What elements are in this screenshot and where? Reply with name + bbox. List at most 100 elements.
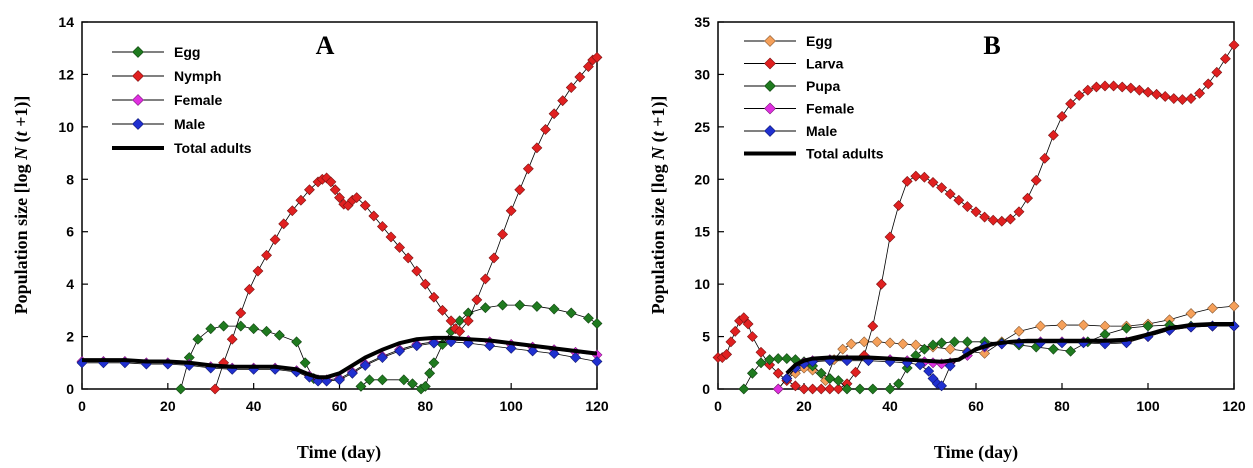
data-point xyxy=(742,318,754,330)
data-point xyxy=(428,337,440,349)
data-point xyxy=(1202,78,1214,90)
data-point xyxy=(329,184,341,196)
y-tick-label: 8 xyxy=(66,171,74,187)
data-point xyxy=(944,343,956,355)
legend-label: Pupa xyxy=(806,78,840,94)
data-point xyxy=(936,337,948,349)
data-point xyxy=(424,367,436,379)
data-point xyxy=(854,383,866,395)
data-point xyxy=(1185,93,1197,104)
x-tick-label: 20 xyxy=(160,398,176,414)
x-tick-label: 60 xyxy=(332,398,348,414)
x-tick-label: 0 xyxy=(78,398,86,414)
data-point xyxy=(936,380,948,392)
legend-marker xyxy=(764,57,776,70)
legend-label: Male xyxy=(806,123,837,139)
data-point xyxy=(979,347,991,359)
data-point xyxy=(205,323,217,335)
legend-label: Total adults xyxy=(174,140,252,156)
data-point xyxy=(867,320,879,332)
panel-letter: B xyxy=(983,31,1000,60)
data-point xyxy=(1073,89,1085,101)
data-point xyxy=(725,336,737,348)
data-point xyxy=(1065,345,1077,357)
x-tick-label: 0 xyxy=(714,398,722,414)
data-point xyxy=(226,333,238,345)
y-tick-label: 25 xyxy=(694,119,710,135)
data-point xyxy=(286,205,298,217)
data-point xyxy=(591,356,603,367)
data-point xyxy=(1133,84,1145,96)
data-point xyxy=(484,340,496,352)
data-point xyxy=(1022,192,1034,204)
data-point xyxy=(832,375,844,387)
series-larva xyxy=(712,39,1240,395)
data-point xyxy=(1125,82,1137,94)
data-point xyxy=(411,340,423,352)
data-point xyxy=(574,71,586,83)
data-point xyxy=(295,194,307,206)
legend-label: Egg xyxy=(806,33,832,49)
data-point xyxy=(755,346,767,358)
data-point xyxy=(582,61,594,72)
data-point xyxy=(884,337,896,349)
x-tick-label: 100 xyxy=(1136,398,1160,414)
data-point xyxy=(175,383,187,395)
data-point xyxy=(325,176,337,188)
y-tick-label: 30 xyxy=(694,66,710,82)
data-point xyxy=(1035,320,1046,332)
legend-marker xyxy=(132,46,144,58)
data-point xyxy=(479,302,491,314)
axis-ticks: 0 20 40 60 80 100 120 0 2 4 6 8 10 12 14 xyxy=(58,14,608,414)
legend-marker xyxy=(764,102,776,115)
series-line xyxy=(214,57,598,390)
data-point xyxy=(729,325,741,337)
data-point xyxy=(243,283,255,295)
y-axis-label: Population size [log N (t +1)] xyxy=(648,96,669,315)
data-point xyxy=(789,380,801,392)
data-point xyxy=(394,345,406,357)
data-point xyxy=(402,252,414,264)
legend-label: Total adults xyxy=(806,146,884,162)
series-line xyxy=(82,335,598,380)
data-point xyxy=(845,338,857,350)
data-point xyxy=(291,336,303,348)
data-point xyxy=(462,315,474,327)
data-point xyxy=(910,170,922,182)
panel-letter: A xyxy=(316,31,335,60)
data-point xyxy=(837,343,849,355)
data-point xyxy=(398,374,410,386)
series-total-adults xyxy=(785,321,1234,375)
data-point xyxy=(531,142,543,154)
y-axis-label-part: t xyxy=(648,130,668,136)
data-point xyxy=(248,323,260,335)
data-point xyxy=(910,339,922,351)
data-point xyxy=(514,184,526,196)
y-axis-label-part: ( xyxy=(648,136,669,147)
data-point xyxy=(884,383,896,395)
y-axis-label-part: N xyxy=(648,146,668,161)
x-tick-label: 40 xyxy=(882,398,898,414)
panel-b: 0 20 40 60 80 100 120 0 5 10 15 20 25 30 35 Egg Larva Pu… xyxy=(648,14,1246,463)
data-point xyxy=(867,383,879,395)
data-point xyxy=(918,171,930,183)
data-point xyxy=(192,333,204,345)
data-point xyxy=(522,163,534,175)
y-tick-label: 0 xyxy=(702,381,710,397)
y-axis-label-part: t xyxy=(11,130,31,136)
data-point xyxy=(1142,86,1154,98)
data-point xyxy=(944,188,956,200)
data-point xyxy=(351,192,363,204)
x-tick-label: 120 xyxy=(1222,398,1246,414)
data-point xyxy=(996,215,1008,227)
data-point xyxy=(772,367,784,379)
y-tick-label: 10 xyxy=(694,276,710,292)
data-point xyxy=(893,200,905,211)
series-egg xyxy=(175,299,603,395)
data-point xyxy=(841,383,853,395)
series-line xyxy=(180,325,315,390)
data-point xyxy=(901,175,913,187)
data-point xyxy=(1039,152,1051,164)
data-point xyxy=(454,325,466,337)
data-point xyxy=(738,312,750,324)
